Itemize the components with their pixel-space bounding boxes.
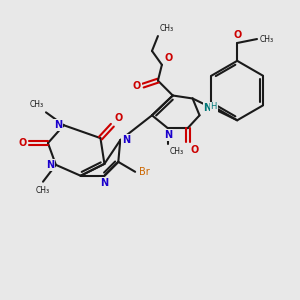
Text: N: N bbox=[203, 103, 211, 113]
Text: CH₃: CH₃ bbox=[36, 186, 50, 195]
Text: CH₃: CH₃ bbox=[30, 100, 44, 109]
Text: Br: Br bbox=[139, 167, 150, 177]
Text: O: O bbox=[165, 53, 173, 63]
Text: O: O bbox=[133, 81, 141, 91]
Text: O: O bbox=[19, 138, 27, 148]
Text: N: N bbox=[46, 160, 54, 170]
Text: CH₃: CH₃ bbox=[260, 34, 274, 43]
Text: O: O bbox=[233, 30, 241, 40]
Text: O: O bbox=[114, 113, 123, 123]
Text: CH₃: CH₃ bbox=[160, 24, 174, 33]
Text: N: N bbox=[100, 178, 109, 188]
Text: N: N bbox=[164, 130, 172, 140]
Text: N: N bbox=[122, 135, 130, 145]
Text: N: N bbox=[54, 120, 62, 130]
Text: CH₃: CH₃ bbox=[170, 147, 184, 156]
Text: O: O bbox=[190, 145, 199, 155]
Text: H: H bbox=[210, 102, 217, 111]
